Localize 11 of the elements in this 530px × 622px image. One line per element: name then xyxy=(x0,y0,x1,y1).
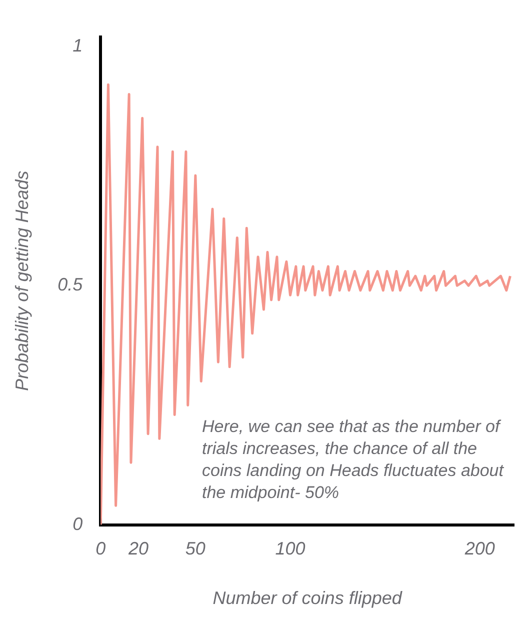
y-axis-title: Probability of getting Heads xyxy=(12,170,32,391)
x-tick-label: 20 xyxy=(128,538,149,559)
annotation: Here, we can see that as the number of trials increases, the chance of all the coins landing on Heads fluctuates about the midpoint- 50% xyxy=(202,417,505,502)
x-axis-title: Number of coins flipped xyxy=(212,588,403,608)
y-tick-label: 0 xyxy=(72,514,83,534)
y-tick-label: 1 xyxy=(72,35,83,56)
x-tick-label: 50 xyxy=(185,538,206,559)
x-tick-label: 0 xyxy=(96,538,106,559)
x-tick-label: 100 xyxy=(275,538,306,559)
y-tick-label: 0.5 xyxy=(58,274,84,295)
x-tick-label: 200 xyxy=(464,538,495,559)
